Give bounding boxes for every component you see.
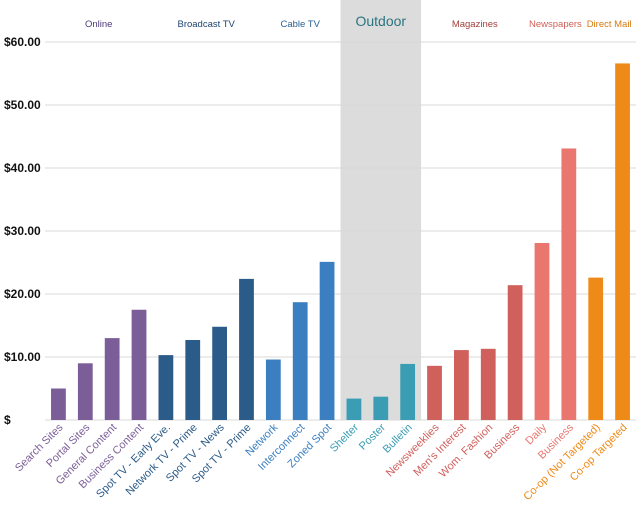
group-label: Outdoor bbox=[355, 13, 406, 29]
group-label: Online bbox=[85, 19, 112, 30]
bar bbox=[507, 285, 523, 420]
bar bbox=[427, 365, 442, 420]
bar bbox=[373, 396, 389, 420]
y-tick-label: $40.00 bbox=[4, 161, 41, 175]
bar bbox=[319, 261, 335, 420]
y-tick-label: $60.00 bbox=[4, 35, 41, 49]
bar bbox=[588, 277, 604, 420]
y-tick-label: $50.00 bbox=[4, 98, 41, 112]
bar bbox=[131, 309, 147, 420]
highlight-band bbox=[340, 0, 422, 420]
group-label: Newspapers bbox=[529, 19, 582, 30]
y-tick-label: $ bbox=[4, 413, 11, 427]
bar bbox=[77, 363, 93, 420]
bar bbox=[239, 278, 254, 420]
bar bbox=[158, 355, 174, 420]
y-tick-label: $30.00 bbox=[4, 224, 41, 238]
group-label: Magazines bbox=[452, 19, 498, 30]
y-tick-label: $20.00 bbox=[4, 287, 41, 301]
bar bbox=[615, 63, 630, 421]
bar bbox=[185, 339, 201, 420]
bar bbox=[51, 388, 66, 420]
group-label: Cable TV bbox=[280, 19, 320, 30]
bar bbox=[346, 398, 362, 420]
group-labels: Online Broadcast TV Cable TV Outdoor Magazin… bbox=[85, 13, 632, 30]
bars bbox=[51, 63, 630, 421]
bar bbox=[400, 363, 416, 420]
bar bbox=[212, 326, 228, 420]
y-tick-label: $10.00 bbox=[4, 350, 41, 364]
bar bbox=[561, 148, 577, 420]
bar bbox=[534, 242, 550, 420]
bar bbox=[104, 338, 120, 420]
bar bbox=[265, 359, 281, 420]
x-tick-label: Shelter bbox=[328, 421, 361, 454]
group-label: Direct Mail bbox=[587, 19, 632, 30]
y-axis-ticks: $ $10.00 $20.00 $30.00 $40.00 $50.00 $60.00 bbox=[4, 35, 41, 427]
group-label: Broadcast TV bbox=[177, 19, 235, 30]
bar bbox=[453, 350, 469, 420]
bar bbox=[480, 348, 496, 420]
highlight-layer bbox=[340, 0, 422, 420]
bar bbox=[292, 302, 308, 420]
